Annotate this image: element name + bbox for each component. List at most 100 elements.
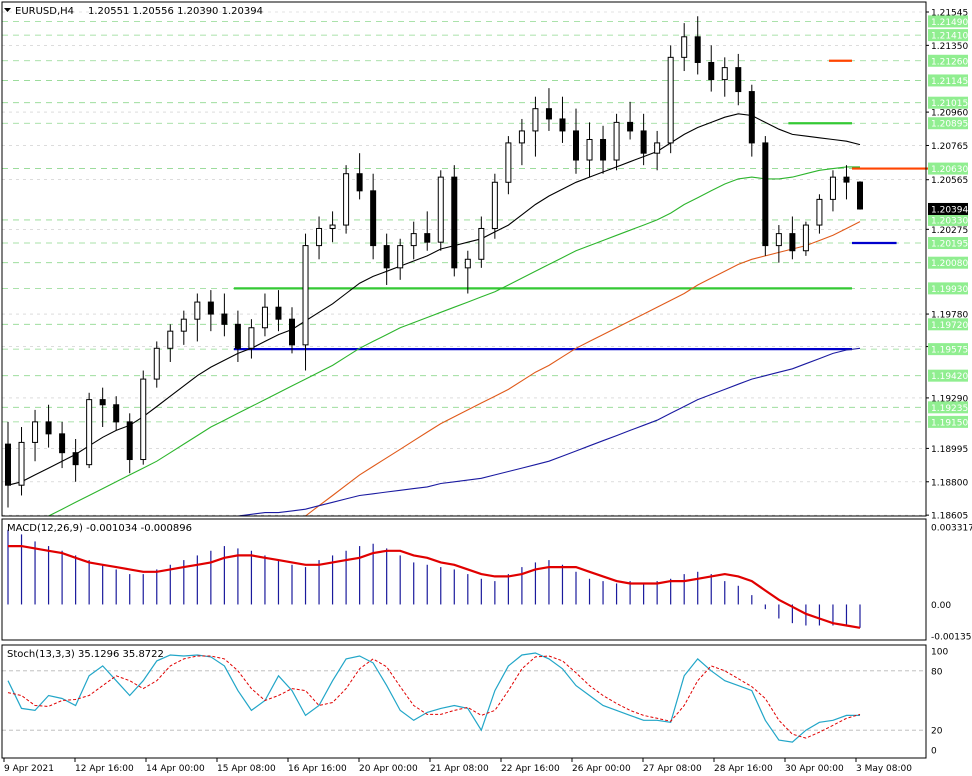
- level-tag-bg: [928, 162, 968, 175]
- pane-frames: [1, 1, 927, 759]
- stoch-scale-label: 100: [931, 648, 948, 658]
- candle: [640, 113, 647, 166]
- time-label: 30 Apr 00:00: [785, 764, 844, 774]
- level-tag: 1.20895: [931, 120, 968, 130]
- level-tag-bg: [928, 96, 968, 109]
- candle: [234, 310, 241, 362]
- macd-pane: [7, 529, 861, 629]
- price-scale-label: 1.18605: [931, 512, 968, 522]
- price-scale-label: 1.20960: [931, 109, 968, 119]
- candle: [491, 173, 498, 239]
- candle-body-bull: [518, 130, 525, 144]
- candle-body-bear: [424, 233, 431, 243]
- candle-body-bull: [505, 142, 512, 183]
- last-price-tag: 1.20394: [931, 205, 968, 215]
- candle: [573, 108, 579, 174]
- macd-scale-label: 0.00: [931, 601, 951, 611]
- stoch-scale-label: 0: [931, 747, 937, 757]
- price-scale-label: 1.18995: [931, 445, 968, 455]
- stoch-scale-label: 20: [931, 727, 943, 737]
- level-tag-bg: [928, 74, 968, 87]
- price-scale[interactable]: 1.21545 1.21350 1.20960 1.20765 1.20565 1.202…: [926, 8, 972, 757]
- stoch-label: Stoch(13,3,3) 35.1296 35.8722: [7, 649, 164, 660]
- candle: [437, 170, 444, 251]
- level-tag: 1.21410: [931, 32, 968, 42]
- candle-body-bull: [681, 36, 688, 58]
- candle: [748, 84, 755, 157]
- candle-body-bear: [451, 176, 458, 269]
- candle-body-bear: [221, 313, 228, 325]
- candle: [762, 136, 769, 256]
- candle-body-bull: [302, 245, 309, 346]
- time-label: 3 May 08:00: [856, 764, 912, 774]
- candle-body-bear: [113, 404, 120, 423]
- ma-line-1: [48, 166, 860, 517]
- candle: [857, 181, 863, 210]
- candle: [140, 370, 147, 465]
- candle-body-bear: [735, 67, 742, 93]
- stoch-scale-label: 80: [931, 667, 943, 677]
- candle: [72, 438, 79, 482]
- horizontal-levels[interactable]: [233, 59, 951, 351]
- candle: [113, 396, 120, 431]
- time-axis[interactable]: 9 Apr 2021 12 Apr 16:00 14 Apr 00:00 15 Apr…: [3, 758, 912, 774]
- candle-body-bear: [600, 138, 607, 161]
- candle-body-bull: [167, 330, 174, 349]
- time-label: 9 Apr 2021: [4, 764, 54, 774]
- candle: [329, 211, 336, 243]
- level-tag: 1.21490: [931, 18, 968, 28]
- candle: [343, 165, 350, 234]
- candle: [829, 170, 836, 212]
- candle-body-bull: [316, 227, 323, 247]
- candle-body-bull: [140, 378, 147, 461]
- candle-body-bear: [59, 433, 66, 454]
- candle: [721, 57, 728, 97]
- candle-body-bear: [45, 421, 52, 435]
- candle: [356, 153, 363, 200]
- pane-frame: [1, 644, 927, 759]
- candle: [775, 225, 782, 263]
- level-tag: 1.21260: [931, 57, 968, 67]
- candle-body-bear: [708, 61, 715, 81]
- candle: [397, 238, 404, 280]
- candles: [5, 16, 863, 508]
- level-tag-bg: [928, 117, 968, 130]
- candle: [153, 341, 160, 388]
- candle-body-bear: [573, 130, 579, 161]
- level-tag: 1.19235: [931, 404, 968, 414]
- level-tag-bg: [928, 369, 968, 382]
- candle-body-bull: [491, 181, 498, 229]
- time-label: 20 Apr 00:00: [359, 764, 418, 774]
- candle-body-bear: [72, 452, 79, 466]
- candle-body-bear: [545, 108, 552, 120]
- candle: [5, 421, 11, 508]
- candle: [478, 216, 485, 268]
- candle-body-bull: [532, 108, 539, 132]
- candle-body-bull: [816, 198, 823, 226]
- candle-body-bear: [762, 142, 769, 247]
- candle-body-bull: [329, 224, 336, 229]
- time-label: 15 Apr 08:00: [217, 764, 276, 774]
- time-label: 27 Apr 08:00: [643, 764, 702, 774]
- candle-body-bear: [789, 233, 796, 252]
- candle: [505, 136, 512, 195]
- candle: [32, 409, 39, 462]
- candle: [627, 101, 634, 140]
- macd-label: MACD(12,26,9) -0.001034 -0.000896: [7, 523, 192, 534]
- level-tag-bg: [928, 343, 968, 356]
- candle-body-bull: [18, 441, 25, 486]
- price-scale-label: 1.20275: [931, 226, 968, 236]
- candle: [383, 233, 390, 285]
- candle-body-bull: [32, 421, 39, 443]
- level-tag: 1.21015: [931, 99, 968, 109]
- level-tag-bg: [928, 318, 968, 331]
- candle: [289, 307, 295, 354]
- candle: [261, 293, 268, 337]
- symbol-label: EURUSD,H4: [15, 6, 74, 17]
- candle-body-bear: [234, 323, 241, 349]
- candle-body-bear: [275, 306, 282, 320]
- stoch-pane: [2, 652, 926, 743]
- candle: [681, 23, 688, 72]
- symbol-menu-arrow-icon[interactable]: [4, 8, 11, 12]
- candle-body-bear: [207, 301, 214, 315]
